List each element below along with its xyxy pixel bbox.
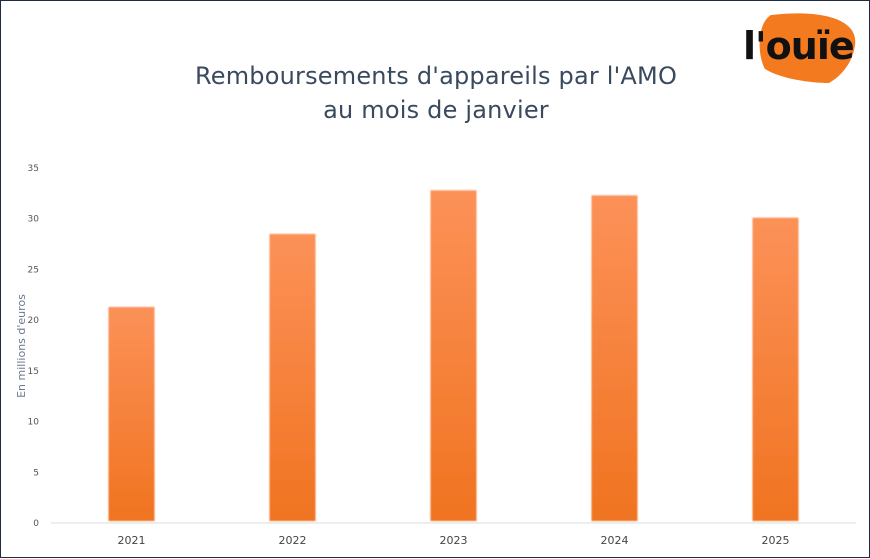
y-tick-label: 30 xyxy=(28,215,40,225)
bar-2021 xyxy=(108,306,155,521)
bar-2024 xyxy=(591,195,638,521)
chart-title-line-1: Remboursements d'appareils par l'AMO xyxy=(194,62,678,90)
y-tick-label: 10 xyxy=(28,418,40,428)
bar-2025 xyxy=(752,217,799,521)
brand-logo: l'ouïe xyxy=(743,13,856,83)
y-tick-label: 35 xyxy=(28,164,39,174)
bar-2022 xyxy=(269,233,316,521)
x-tick-label: 2021 xyxy=(118,534,146,547)
x-tick-label: 2024 xyxy=(601,534,629,547)
x-tick-label: 2023 xyxy=(440,534,468,547)
y-tick-label: 20 xyxy=(28,316,40,326)
chart-title-line-2: au mois de janvier xyxy=(323,96,549,124)
y-tick-label: 5 xyxy=(33,468,39,478)
y-tick-label: 15 xyxy=(28,367,39,377)
y-tick-label: 25 xyxy=(28,265,39,275)
y-tick-label: 0 xyxy=(33,519,39,529)
chart-title: Remboursements d'appareils par l'AMO au … xyxy=(121,59,751,127)
bar-2023 xyxy=(430,190,477,522)
logo-text: l'ouïe xyxy=(743,24,854,68)
x-tick-label: 2025 xyxy=(762,534,790,547)
y-axis-label: En millions d'euros xyxy=(15,294,28,398)
x-tick-label: 2022 xyxy=(279,534,307,547)
